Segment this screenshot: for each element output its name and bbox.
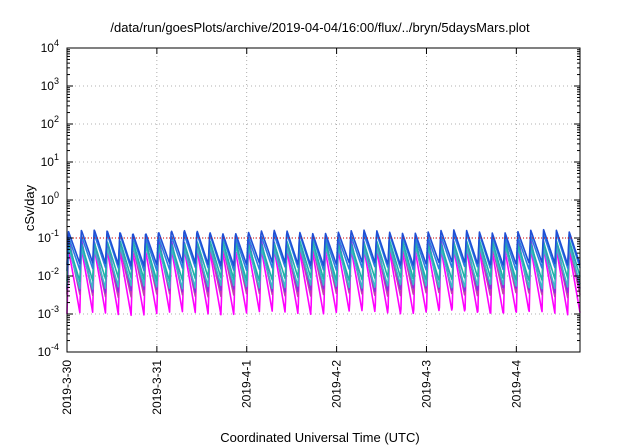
- series-line: [66, 228, 581, 267]
- chart-title: /data/run/goesPlots/archive/2019-04-04/1…: [110, 20, 530, 35]
- y-tick-label: 101: [41, 152, 59, 169]
- y-tick-label: 10-2: [38, 266, 59, 283]
- series-line: [66, 239, 581, 283]
- x-tick-label: 2019-4-2: [330, 360, 344, 408]
- y-tick-label: 10-1: [38, 228, 59, 245]
- y-tick-label: 103: [41, 76, 59, 93]
- x-tick-label: 2019-4-3: [419, 360, 433, 408]
- x-tick-label: 2019-3-31: [150, 360, 164, 415]
- x-tick-label: 2019-3-30: [60, 360, 74, 415]
- x-tick-label: 2019-4-4: [509, 360, 523, 408]
- y-tick-label: 102: [41, 114, 59, 131]
- series-line: [66, 247, 581, 317]
- y-axis-label: cSv/day: [22, 184, 37, 232]
- y-tick-label: 10-4: [38, 342, 59, 359]
- series-line: [66, 232, 581, 272]
- y-tick-label: 10-3: [38, 304, 59, 321]
- series-line: [66, 244, 581, 290]
- x-axis-label: Coordinated Universal Time (UTC): [220, 430, 420, 445]
- y-tick-label: 100: [41, 190, 59, 207]
- y-tick-label: 104: [41, 38, 59, 55]
- x-tick-label: 2019-4-1: [240, 360, 254, 408]
